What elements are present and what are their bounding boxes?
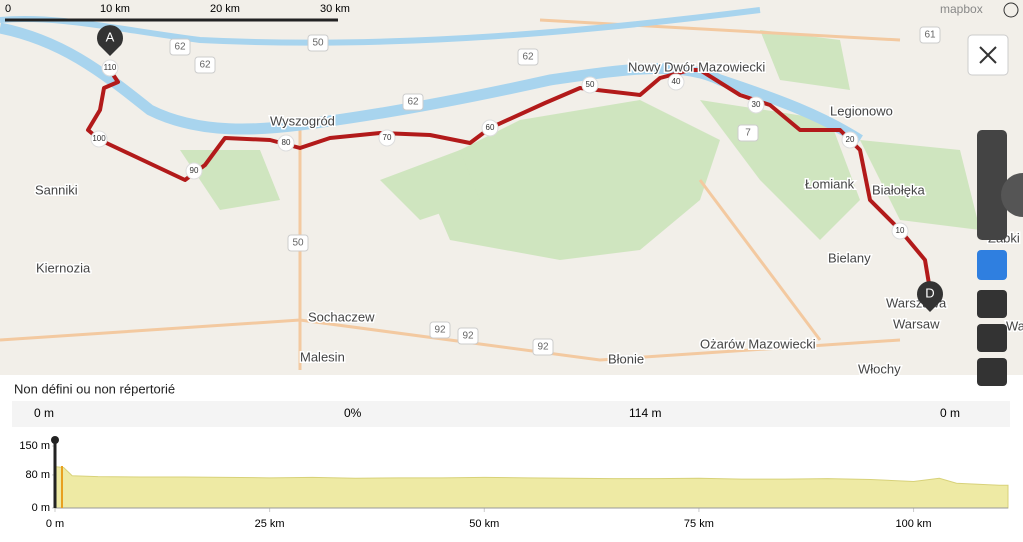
stat: 0 m: [940, 406, 960, 420]
place-label: Ożarów Mazowiecki: [700, 336, 816, 351]
road-shield: [402, 93, 424, 111]
km-marker: [581, 76, 599, 94]
road-number: 62: [174, 42, 186, 53]
road-number: 62: [522, 52, 534, 63]
km-label: 90: [190, 166, 199, 175]
toolbar: [977, 130, 1007, 240]
place-label: Łomiank: [805, 176, 855, 191]
km-marker: [481, 119, 499, 137]
road-shield: [737, 124, 759, 142]
place-label: Wav: [1006, 318, 1023, 333]
km-marker: [841, 131, 859, 149]
km-label: 50: [586, 80, 595, 89]
edit-button[interactable]: [1001, 173, 1023, 217]
place-label: Bielany: [828, 250, 871, 265]
place-label: Sanniki: [35, 182, 78, 197]
sound-button[interactable]: [977, 250, 1007, 280]
road-shield: [307, 34, 329, 52]
road-shield: [919, 26, 941, 44]
km-marker: [378, 129, 396, 147]
elevation-area: [54, 466, 1009, 509]
scale-label: 20 km: [210, 3, 240, 15]
km-marker: [891, 222, 909, 240]
road-shield: [457, 327, 479, 345]
km-label: 30: [752, 100, 761, 109]
stat: 0%: [344, 406, 362, 420]
km-marker: [90, 130, 108, 148]
road-number: 50: [292, 238, 304, 249]
km-marker: [185, 162, 203, 180]
km-marker: [101, 59, 119, 77]
km-label: 70: [383, 133, 392, 142]
attribution: mapbox: [940, 2, 983, 16]
river: [0, 7, 761, 46]
km-marker: [747, 96, 765, 114]
km-label: 40: [672, 77, 681, 86]
road-shield: [287, 234, 309, 252]
place-label: Malesin: [300, 349, 345, 364]
y-tick-label: 80 m: [26, 469, 50, 481]
marker-label: D: [925, 285, 934, 300]
marker-label: A: [106, 29, 115, 44]
route: [86, 60, 932, 291]
road-number: 62: [199, 60, 211, 71]
y-tick-label: 0 m: [32, 502, 50, 514]
road-shield: [194, 56, 216, 74]
y-tick-label: 150 m: [19, 440, 50, 452]
road-number: 92: [462, 331, 474, 342]
profile-title: Non défini ou non répertorié: [14, 381, 175, 396]
km-label: 10: [896, 226, 905, 235]
km-label: 60: [486, 123, 495, 132]
hide-button[interactable]: [977, 358, 1007, 386]
road-shield: [169, 38, 191, 56]
road-number: 62: [407, 97, 419, 108]
road-number: 50: [312, 38, 324, 49]
road-number: 61: [924, 30, 936, 41]
marker-a: A: [96, 25, 123, 56]
road-shield: [532, 338, 554, 356]
place-label: Wyszogród: [270, 113, 335, 128]
place-label: Sochaczew: [308, 309, 375, 324]
km-label: 110: [104, 63, 117, 72]
alert-button[interactable]: [977, 290, 1007, 318]
stat: 114 m: [629, 406, 661, 420]
x-tick-label: 25 km: [255, 518, 285, 530]
forest: [180, 30, 980, 260]
stat: 0 m: [34, 406, 54, 420]
x-tick-label: 50 km: [469, 518, 499, 530]
stats-bar: [12, 401, 1010, 427]
place-label: Białołęka: [872, 182, 926, 197]
road-number: 92: [434, 325, 446, 336]
place-label: Legionowo: [830, 103, 893, 118]
info-button[interactable]: [1003, 2, 1019, 18]
km-marker: [277, 134, 295, 152]
place-label: Warsaw: [893, 316, 940, 331]
icon: [979, 46, 997, 64]
road-number: 92: [537, 342, 549, 353]
place-label: Błonie: [608, 351, 644, 366]
marker-d: D: [917, 281, 943, 312]
layers-button[interactable]: [977, 324, 1007, 352]
scale-label: 30 km: [320, 3, 350, 15]
road-shield: [517, 48, 539, 66]
place-label: Włochy: [858, 361, 901, 376]
scale-label: 10 km: [100, 3, 130, 15]
road-number: 7: [745, 128, 751, 139]
km-label: 80: [282, 138, 291, 147]
position-dot: [51, 436, 59, 444]
x-tick-label: 0 m: [46, 518, 64, 530]
scale-label: 0: [5, 3, 11, 15]
x-tick-label: 75 km: [684, 518, 714, 530]
km-label: 20: [846, 135, 855, 144]
km-label: 100: [92, 134, 106, 143]
place-label: Nowy Dwór Mazowiecki: [628, 59, 765, 74]
place-label: Kiernozia: [36, 260, 91, 275]
km-marker: [667, 73, 685, 91]
road-shield: [429, 321, 451, 339]
x-tick-label: 100 km: [896, 518, 932, 530]
